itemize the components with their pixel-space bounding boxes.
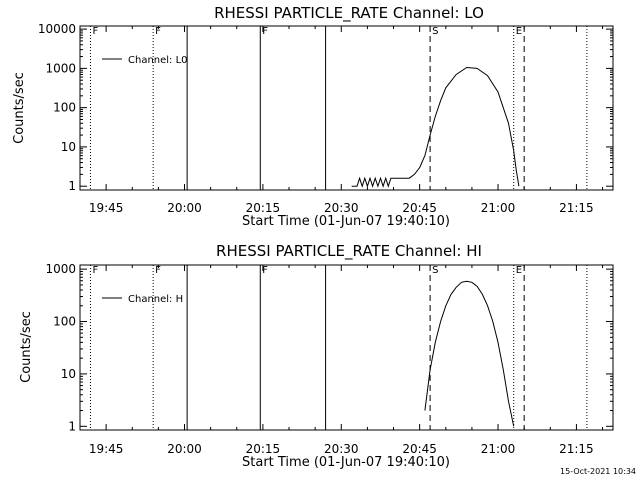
generation-timestamp: 15-Oct-2021 10:34 <box>560 467 636 476</box>
lo-event-marker-label: E <box>516 26 522 37</box>
lo-event-marker-label: F <box>92 26 98 37</box>
lo-legend-label: Channel: L0 <box>128 55 188 66</box>
lo-event-marker-label: F <box>155 26 161 37</box>
hi-event-marker-label: S <box>432 265 438 276</box>
lo-series-line <box>351 66 520 188</box>
lo-x-tick-label: 21:00 <box>481 201 516 215</box>
lo-event-marker-label: S <box>432 26 438 37</box>
hi-x-tick-label: 20:30 <box>324 442 359 456</box>
lo-x-axis-label: Start Time (01-Jun-07 19:40:10) <box>242 214 450 229</box>
lo-x-tick-label: 20:00 <box>167 201 202 215</box>
hi-event-marker-label: F <box>262 265 268 276</box>
lo-y-tick-label: 100 <box>53 101 76 115</box>
hi-legend-label: Channel: H <box>128 294 183 305</box>
lo-x-tick-label: 19:45 <box>89 201 124 215</box>
lo-x-tick-label: 20:45 <box>402 201 437 215</box>
hi-event-marker-label: F <box>92 265 98 276</box>
hi-y-axis-label: Counts/sec <box>19 311 34 383</box>
lo-y-tick-label: 1000 <box>45 61 76 75</box>
hi-x-tick-label: 21:00 <box>481 442 516 456</box>
hi-x-axis-label: Start Time (01-Jun-07 19:40:10) <box>242 455 450 470</box>
hi-event-marker-label: F <box>155 265 161 276</box>
hi-y-tick-label: 1000 <box>45 262 76 276</box>
lo-event-marker-label: F <box>262 26 268 37</box>
hi-x-tick-label: 21:15 <box>559 442 594 456</box>
hi-plot-frame <box>79 264 614 431</box>
lo-y-tick-label: 1 <box>68 179 76 193</box>
hi-x-tick-label: 19:45 <box>89 442 124 456</box>
lo-y-axis-label: Counts/sec <box>12 72 27 144</box>
hi-x-tick-label: 20:15 <box>246 442 281 456</box>
hi-event-marker-label: E <box>516 265 522 276</box>
lo-chart-title: RHESSI PARTICLE_RATE Channel: LO <box>214 4 484 23</box>
lo-y-tick-label: 10 <box>61 140 76 154</box>
hi-x-tick-label: 20:45 <box>402 442 437 456</box>
hi-channel-panel: RHESSI PARTICLE_RATE Channel: HI Start T… <box>19 242 614 470</box>
hi-y-tick-label: 1 <box>68 419 76 433</box>
lo-x-tick-label: 20:30 <box>324 201 359 215</box>
hi-x-tick-label: 20:00 <box>167 442 202 456</box>
hi-chart-title: RHESSI PARTICLE_RATE Channel: HI <box>216 242 482 261</box>
lo-channel-panel: RHESSI PARTICLE_RATE Channel: LO Start T… <box>12 4 614 229</box>
lo-x-tick-label: 21:15 <box>559 201 594 215</box>
lo-y-tick-label: 10000 <box>38 22 76 36</box>
hi-series-line <box>424 280 515 427</box>
hi-y-tick-label: 100 <box>53 315 76 329</box>
lo-x-tick-label: 20:15 <box>246 201 281 215</box>
hi-y-tick-label: 10 <box>61 367 76 381</box>
